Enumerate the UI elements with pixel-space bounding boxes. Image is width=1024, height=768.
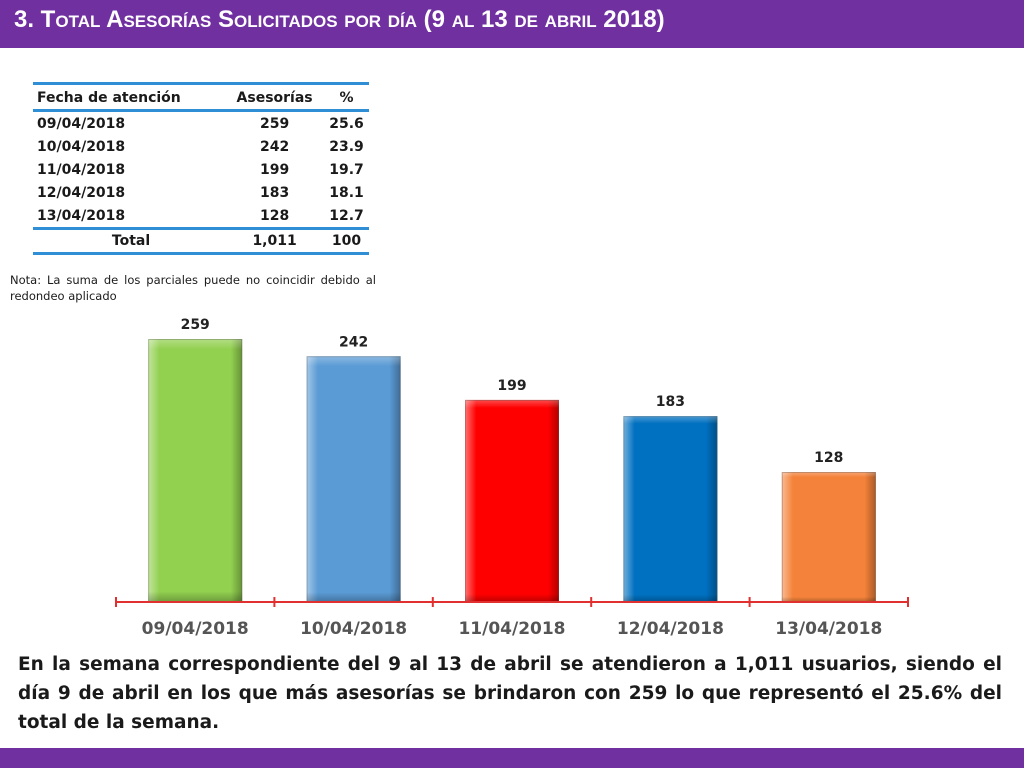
cell-percent: 25.6 — [329, 115, 364, 132]
table-row: 11/04/2018 199 19.7 — [33, 158, 369, 181]
title-bar: 3. Total Asesorías Solicitados por día (… — [0, 0, 1024, 48]
column-header-percent: % — [324, 82, 369, 112]
total-count: 1,011 — [225, 227, 325, 255]
x-tick-label: 10/04/2018 — [300, 619, 407, 639]
data-label: 128 — [814, 450, 843, 466]
cell-percent: 18.1 — [329, 184, 364, 201]
data-label: 183 — [656, 394, 685, 410]
cell-count: 259 — [259, 115, 290, 132]
bar — [465, 399, 559, 603]
cell-percent: 23.9 — [329, 138, 364, 155]
page-title: 3. Total Asesorías Solicitados por día (… — [14, 6, 665, 33]
bar — [306, 356, 401, 603]
data-table: Fecha de atención Asesorías % 09/04/2018… — [33, 82, 369, 255]
cell-count: 128 — [259, 207, 290, 224]
table-row: 09/04/2018 259 25.6 — [33, 111, 369, 136]
cell-count: 183 — [259, 184, 290, 201]
data-label: 242 — [339, 334, 368, 350]
table-row: 12/04/2018 183 18.1 — [33, 181, 369, 204]
data-label: 259 — [181, 317, 210, 333]
cell-count: 242 — [259, 138, 290, 155]
bar — [148, 339, 243, 602]
cell-date: 13/04/2018 — [37, 207, 126, 224]
data-label: 199 — [497, 378, 526, 394]
cell-percent: 19.7 — [329, 161, 364, 178]
table-total-row: Total 1,011 100 — [33, 227, 369, 255]
bar-chart: 259 09/04/2018 242 10/04/2018 199 11/04/2018 1… — [115, 317, 909, 639]
x-tick-label: 13/04/2018 — [775, 619, 882, 639]
table-row: 13/04/2018 128 12.7 — [33, 204, 369, 229]
x-tick-label: 12/04/2018 — [617, 619, 724, 639]
bar-shade-v — [306, 356, 401, 602]
bottom-bar — [0, 748, 1024, 768]
rounding-note: Nota: La suma de los parciales puede no … — [10, 273, 376, 303]
cell-percent: 12.7 — [329, 207, 364, 224]
table-header-row: Fecha de atención Asesorías % — [33, 82, 369, 112]
bar-shade-v — [781, 472, 876, 602]
bar-shade-v — [623, 416, 718, 602]
cell-date: 12/04/2018 — [37, 184, 126, 201]
total-percent: 100 — [324, 227, 369, 255]
bar-shade-v — [465, 399, 559, 602]
x-tick-label: 09/04/2018 — [142, 619, 249, 639]
table-row: 10/04/2018 242 23.9 — [33, 135, 369, 158]
x-tick-label: 11/04/2018 — [458, 619, 565, 639]
bar-shade-v — [148, 339, 243, 602]
summary-paragraph: En la semana correspondiente del 9 al 13… — [18, 654, 1002, 733]
cell-date: 09/04/2018 — [37, 115, 126, 132]
cell-date: 11/04/2018 — [37, 161, 126, 178]
cell-count: 199 — [259, 161, 290, 178]
bar — [781, 472, 876, 602]
column-header-count: Asesorías — [225, 82, 325, 112]
bar — [623, 416, 718, 602]
total-label: Total — [33, 227, 226, 255]
column-header-date: Fecha de atención — [33, 82, 226, 112]
cell-date: 10/04/2018 — [37, 138, 126, 155]
